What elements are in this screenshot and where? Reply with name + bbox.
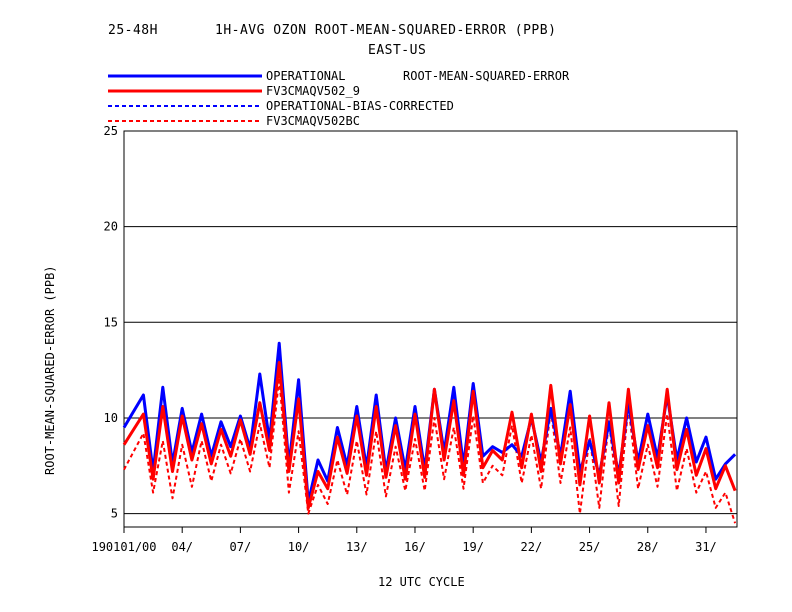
x-tick-label: 31/ bbox=[695, 540, 717, 554]
legend: OPERATIONAL ROOT-MEAN-SQUARED-ERROR FV3C… bbox=[108, 69, 570, 128]
x-tick-label: 190101/00 bbox=[91, 540, 156, 554]
chart-title-left: 25-48H bbox=[108, 23, 158, 38]
y-tick-label: 25 bbox=[104, 124, 118, 138]
legend-label-fv3cmaqv502-9: FV3CMAQV502_9 bbox=[266, 84, 360, 98]
series-lines bbox=[122, 341, 737, 524]
gridlines bbox=[124, 226, 737, 515]
x-tick-label: 16/ bbox=[404, 540, 426, 554]
x-tick-label: 19/ bbox=[462, 540, 484, 554]
x-tick-label: 10/ bbox=[288, 540, 310, 554]
x-tick-label: 28/ bbox=[637, 540, 659, 554]
y-axis: 5 10 15 20 25 bbox=[104, 124, 118, 521]
x-tick-label: 22/ bbox=[521, 540, 543, 554]
chart-subtitle: EAST-US bbox=[368, 43, 426, 58]
x-tick-label: 04/ bbox=[171, 540, 193, 554]
series-line-fv3cmaqv502bc bbox=[123, 376, 737, 524]
legend-label-operational-bias-corrected: OPERATIONAL-BIAS-CORRECTED bbox=[266, 99, 454, 113]
y-tick-label: 15 bbox=[104, 315, 118, 329]
y-tick-label: 20 bbox=[104, 220, 118, 234]
x-axis: 190101/00 04/07/10/13/16/19/22/25/28/31/ bbox=[91, 527, 717, 554]
x-axis-label: 12 UTC CYCLE bbox=[378, 575, 465, 589]
x-tick-label: 25/ bbox=[579, 540, 601, 554]
series-line-fv3cmaqv502-9 bbox=[122, 361, 737, 510]
x-tick-label: 07/ bbox=[230, 540, 252, 554]
y-axis-label: ROOT-MEAN-SQUARED-ERROR (PPB) bbox=[43, 265, 57, 475]
legend-label-operational: OPERATIONAL bbox=[266, 69, 345, 83]
x-tick-label: 13/ bbox=[346, 540, 368, 554]
y-tick-label: 5 bbox=[111, 507, 118, 521]
y-tick-label: 10 bbox=[104, 411, 118, 425]
plot-area bbox=[123, 130, 738, 528]
chart-title: 1H-AVG OZON ROOT-MEAN-SQUARED-ERROR (PPB… bbox=[215, 23, 556, 38]
legend-label-fv3cmaqv502bc: FV3CMAQV502BC bbox=[266, 114, 360, 128]
legend-note: ROOT-MEAN-SQUARED-ERROR bbox=[403, 69, 570, 83]
